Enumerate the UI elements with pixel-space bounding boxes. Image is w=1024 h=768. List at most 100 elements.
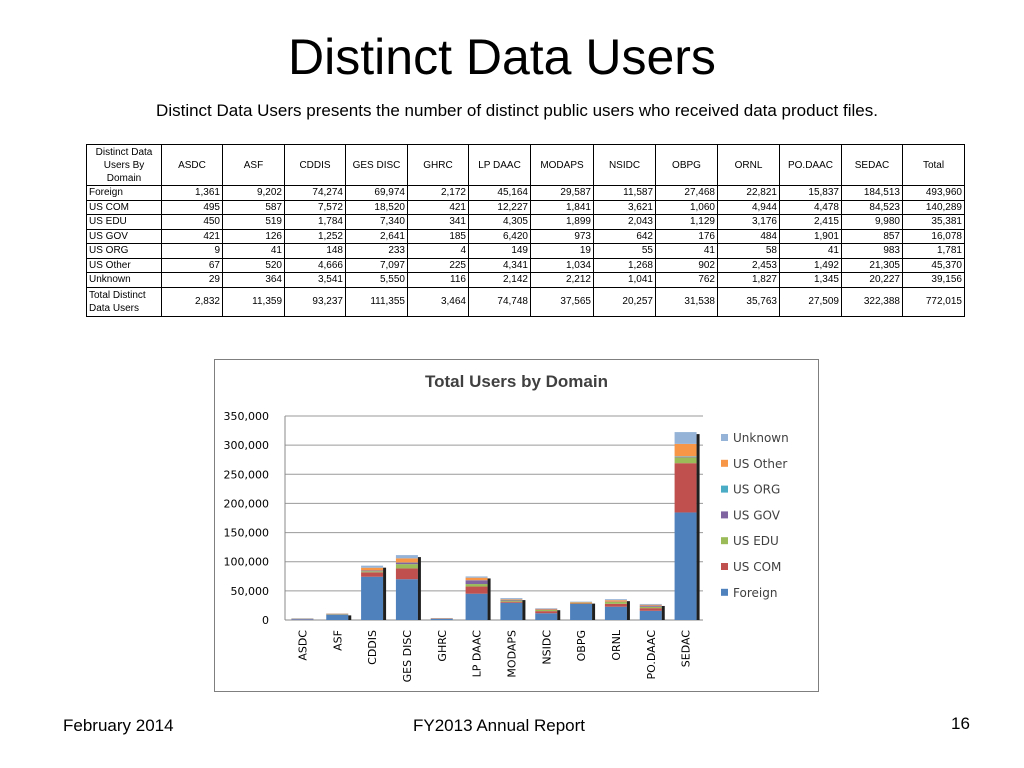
legend-label: Unknown (733, 431, 789, 445)
table-cell: 21,305 (841, 257, 903, 273)
bar-segment-us-edu (500, 600, 523, 602)
total-cell: 322,388 (841, 286, 903, 317)
total-cell: 27,509 (779, 286, 842, 317)
table-cell: 1,060 (655, 199, 718, 215)
bar-segment-unknown (361, 565, 384, 568)
table-cell: 12,227 (468, 199, 531, 215)
table-cell: 11,587 (593, 185, 656, 201)
bar-segment-us-com (465, 586, 488, 594)
table-cell: 39,156 (902, 272, 965, 288)
table-cell: 148 (284, 243, 346, 259)
table-cell: 233 (345, 243, 408, 259)
x-tick-label: SEDAC (680, 630, 693, 668)
table-cell: 421 (161, 228, 223, 244)
table-cell: 4 (407, 243, 469, 259)
bar-segment-us-com (604, 603, 627, 607)
table-cell: 9 (161, 243, 223, 259)
bar-segment-foreign (500, 602, 523, 620)
slide-title: Distinct Data Users (288, 29, 716, 85)
bar-shadow (557, 610, 561, 620)
y-tick-label: 0 (262, 614, 269, 627)
table-cell: 587 (222, 199, 285, 215)
table-cell: 140,289 (902, 199, 965, 215)
bar-segment-us-com (500, 601, 523, 603)
table-cell: 1,034 (530, 257, 594, 273)
bar-segment-us-gov (465, 580, 488, 585)
y-tick-label: 200,000 (224, 497, 270, 510)
table-cell: 1,827 (717, 272, 780, 288)
legend-swatch (721, 434, 728, 441)
bar-segment-us-edu (465, 584, 488, 587)
x-tick-label: ASF (331, 630, 344, 651)
total-row-label: Total Distinct Data Users (86, 286, 162, 317)
table-cell: 22,821 (717, 185, 780, 201)
y-tick-label: 250,000 (224, 468, 270, 481)
bar-shadow (487, 578, 491, 620)
bar-segment-us-org (674, 456, 697, 457)
bar-segment-foreign (465, 593, 488, 620)
row-label: US GOV (86, 228, 162, 244)
column-header: NSIDC (593, 144, 656, 186)
y-tick-label: 100,000 (224, 556, 270, 569)
table-row: Foreign 1,361 9,202 74,274 69,974 2,172 45,164… (86, 185, 965, 201)
bar-shadow (626, 601, 630, 620)
x-tick-label: OBPG (575, 630, 588, 661)
legend-swatch (721, 588, 728, 596)
table-corner-header: Distinct Data Users By Domain (86, 144, 162, 186)
y-tick-label: 300,000 (224, 439, 270, 452)
table-cell: 55 (593, 243, 656, 259)
bar-shadow (348, 615, 352, 620)
table-cell: 421 (407, 199, 469, 215)
bar-segment-unknown (604, 599, 627, 601)
bar-segment-us-edu (395, 564, 418, 569)
corner-header-line: Distinct Data (95, 146, 153, 158)
bar-segment-us-gov (361, 570, 384, 572)
table-cell: 29,587 (530, 185, 594, 201)
table-cell: 6,420 (468, 228, 531, 244)
table-cell: 2,212 (530, 272, 594, 288)
table-row: US GOV 421 126 1,252 2,641 185 6,420 973 642 176 4… (86, 228, 965, 244)
bar-segment-us-other (535, 608, 558, 610)
table-cell: 9,202 (222, 185, 285, 201)
legend-swatch (721, 485, 728, 493)
bar-segment-foreign (430, 618, 453, 620)
table-cell: 973 (530, 228, 594, 244)
bar-segment-us-com (395, 568, 418, 580)
table-cell: 67 (161, 257, 223, 273)
bar-segment-foreign (674, 512, 697, 620)
column-header: Total (902, 144, 965, 186)
table-cell: 902 (655, 257, 718, 273)
bar-segment-unknown (395, 555, 418, 559)
total-cell: 2,832 (161, 286, 223, 317)
column-header: SEDAC (841, 144, 903, 186)
column-header: ASDC (161, 144, 223, 186)
bar-segment-us-gov (500, 600, 523, 601)
table-total-row: Total Distinct Data Users 2,832 11,359 93,23… (86, 286, 965, 317)
table-cell: 126 (222, 228, 285, 244)
table-header-row: Distinct Data Users By Domain ASDC ASF CDDIS… (86, 144, 965, 186)
bar-segment-unknown (535, 608, 558, 609)
bar-segment-us-other (465, 577, 488, 581)
x-tick-label: MODAPS (505, 630, 518, 678)
y-tick-label: 350,000 (224, 410, 270, 423)
bar-segment-us-com (674, 463, 697, 513)
bar-segment-us-com (535, 611, 558, 614)
x-tick-label: LP DAAC (471, 630, 484, 678)
table-cell: 2,172 (407, 185, 469, 201)
total-label-line: Data Users (89, 302, 140, 314)
table-cell: 185 (407, 228, 469, 244)
table-cell: 642 (593, 228, 656, 244)
bar-segment-us-edu (361, 571, 384, 573)
row-label: Foreign (86, 185, 162, 201)
total-cell: 37,565 (530, 286, 594, 317)
table-cell: 2,043 (593, 214, 656, 230)
total-cell: 772,015 (902, 286, 965, 317)
bar-segment-foreign (395, 579, 418, 620)
table-cell: 450 (161, 214, 223, 230)
bar-segment-foreign (326, 614, 349, 620)
x-tick-label: ASDC (296, 630, 309, 661)
page-number: 16 (951, 714, 970, 733)
table-cell: 4,341 (468, 257, 531, 273)
table-cell: 35,381 (902, 214, 965, 230)
table-cell: 3,621 (593, 199, 656, 215)
